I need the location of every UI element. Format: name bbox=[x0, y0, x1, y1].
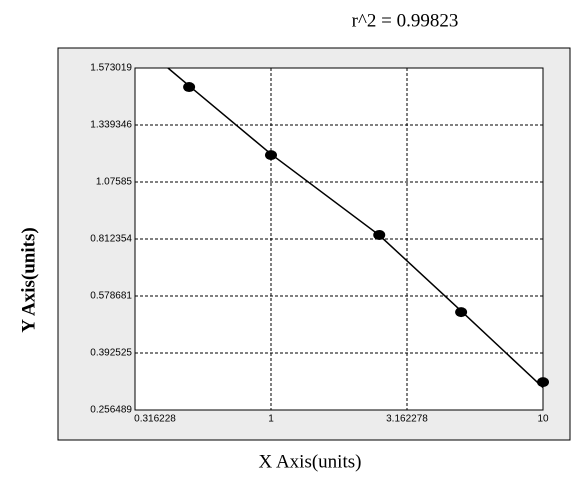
y-tick-label: 1.573019 bbox=[90, 63, 132, 74]
y-tick-label: 0.256489 bbox=[90, 405, 132, 416]
x-tick-label: 10 bbox=[537, 414, 549, 425]
y-axis-label: Y Axis(units) bbox=[18, 227, 39, 332]
data-point bbox=[264, 150, 277, 161]
x-tick-label: 1 bbox=[268, 414, 274, 425]
y-tick-label: 1.339346 bbox=[90, 120, 132, 131]
y-tick-label: 1.07585 bbox=[96, 177, 133, 188]
data-point bbox=[183, 82, 196, 93]
x-tick-label: 3.162278 bbox=[386, 414, 428, 425]
x-axis-label: X Axis(units) bbox=[259, 451, 362, 472]
data-point bbox=[373, 229, 386, 240]
chart-title: r^2 = 0.99823 bbox=[352, 10, 459, 31]
y-tick-label: 0.812354 bbox=[90, 234, 132, 245]
fit-line bbox=[167, 67, 544, 389]
data-point bbox=[455, 307, 468, 318]
y-tick-label: 0.392525 bbox=[90, 348, 132, 359]
y-tick-label: 0.578681 bbox=[90, 291, 132, 302]
x-tick-label: 0.316228 bbox=[134, 414, 176, 425]
data-point bbox=[537, 377, 549, 388]
